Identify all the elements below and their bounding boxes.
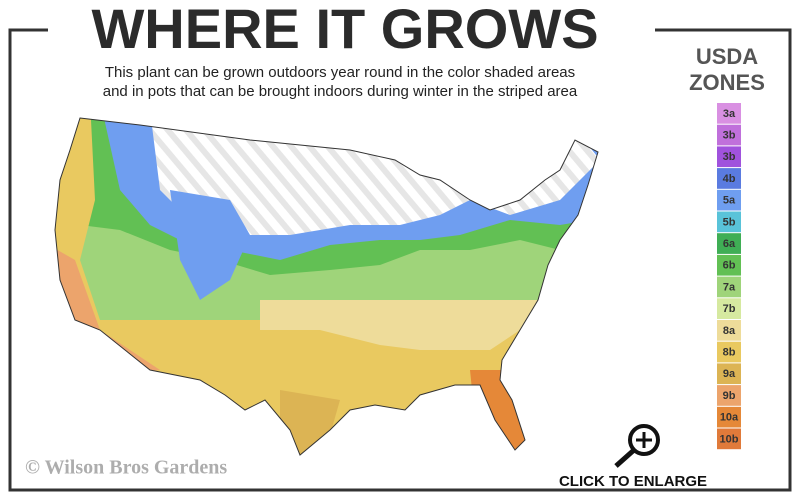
zone-label: 8a: [723, 325, 736, 337]
zone-label: 9b: [723, 390, 736, 402]
zone-label: 5b: [723, 216, 736, 228]
zone-label: 10a: [720, 412, 739, 424]
zone-swatch: [717, 254, 741, 276]
zone-label: 3b: [723, 129, 736, 141]
zone-swatch: [717, 298, 741, 319]
zone-label: 10b: [720, 433, 739, 445]
zone-label: 3b: [723, 151, 736, 163]
legend-title: USDA: [696, 44, 758, 69]
zone-label: 8b: [723, 346, 736, 358]
zone-swatch: [717, 276, 741, 298]
subtitle: This plant can be grown outdoors year ro…: [105, 64, 575, 81]
zone-swatch: [717, 406, 741, 428]
zone-swatch: [717, 211, 741, 233]
copyright: © Wilson Bros Gardens: [25, 457, 227, 479]
zone-swatch: [717, 385, 741, 406]
button-label[interactable]: CLICK TO ENLARGE: [559, 473, 707, 490]
zone-label: 4b: [723, 173, 736, 185]
enlarge-button[interactable]: CLICK TO ENLARGE: [559, 424, 707, 490]
legend: 3a 3b 3b 4b 5a 5b 6a 6b 7a 7b 8a 8b 9a 9b 10a 10b: [717, 103, 741, 450]
magnifier-handle: [614, 448, 636, 468]
magnifier-icon: [628, 424, 660, 456]
zone-swatch: [717, 146, 741, 168]
zone-label: 6b: [723, 260, 736, 272]
plus-icon: [636, 432, 652, 448]
zone-swatch: [717, 189, 741, 211]
zone-swatch: [717, 103, 741, 124]
zone-label: 7a: [723, 281, 736, 293]
zone-swatch: [717, 233, 741, 254]
zone-swatch: [717, 168, 741, 189]
zone-label: 5a: [723, 195, 736, 207]
zone-swatch: [717, 320, 741, 341]
zone-swatch: [717, 428, 741, 450]
zone-label: 7b: [723, 303, 736, 315]
zone-label: 9a: [723, 368, 736, 380]
zone-swatch: [717, 341, 741, 363]
subtitle: and in pots that can be brought indoors …: [103, 83, 578, 100]
zone-label: 3a: [723, 108, 736, 120]
frame: [8, 28, 792, 492]
zone-label: 6a: [723, 238, 736, 250]
legend-title: ZONES: [689, 70, 765, 95]
map-outline: [54, 117, 599, 456]
zone-swatch: [717, 124, 741, 146]
zone-map: [55, 118, 598, 455]
title: WHERE IT GROWS: [91, 0, 598, 60]
zone-swatch: [717, 363, 741, 385]
